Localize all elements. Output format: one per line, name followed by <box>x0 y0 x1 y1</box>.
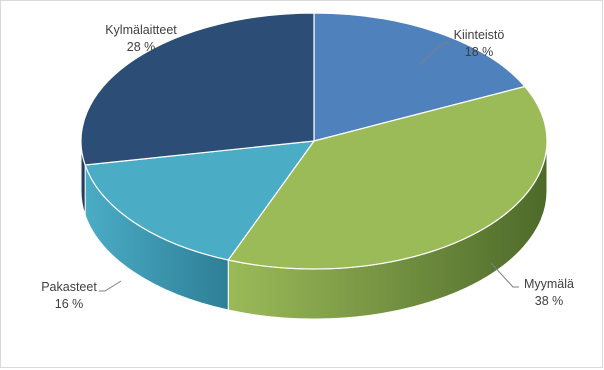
slice-kylmalaitteet[interactable] <box>80 12 315 166</box>
leader-line-myymala <box>490 262 519 288</box>
data-labels: Kiinteistö 18 % Myymälä 38 % Pakasteet 16 % Ky… <box>41 23 574 311</box>
value-label-myymala: 38 % <box>535 294 564 308</box>
category-label-pakasteet: Pakasteet <box>41 280 97 294</box>
category-label-myymala: Myymälä <box>524 277 574 291</box>
slice-pakasteet[interactable] <box>84 140 316 261</box>
pie-tops <box>80 12 548 270</box>
category-label-kiinteisto: Kiinteistö <box>454 28 505 42</box>
slice-myymala[interactable] <box>227 85 548 270</box>
value-label-kylmalaitteet: 28 % <box>127 40 156 54</box>
value-label-kiinteisto: 18 % <box>465 45 494 59</box>
leader-lines <box>99 42 519 292</box>
slice-kiinteisto[interactable] <box>313 12 526 142</box>
category-label-kylmalaitteet: Kylmälaitteet <box>105 23 177 37</box>
leader-line-kiinteisto <box>418 42 449 66</box>
leader-line-pakasteet <box>99 280 122 292</box>
value-label-pakasteet: 16 % <box>55 297 84 311</box>
